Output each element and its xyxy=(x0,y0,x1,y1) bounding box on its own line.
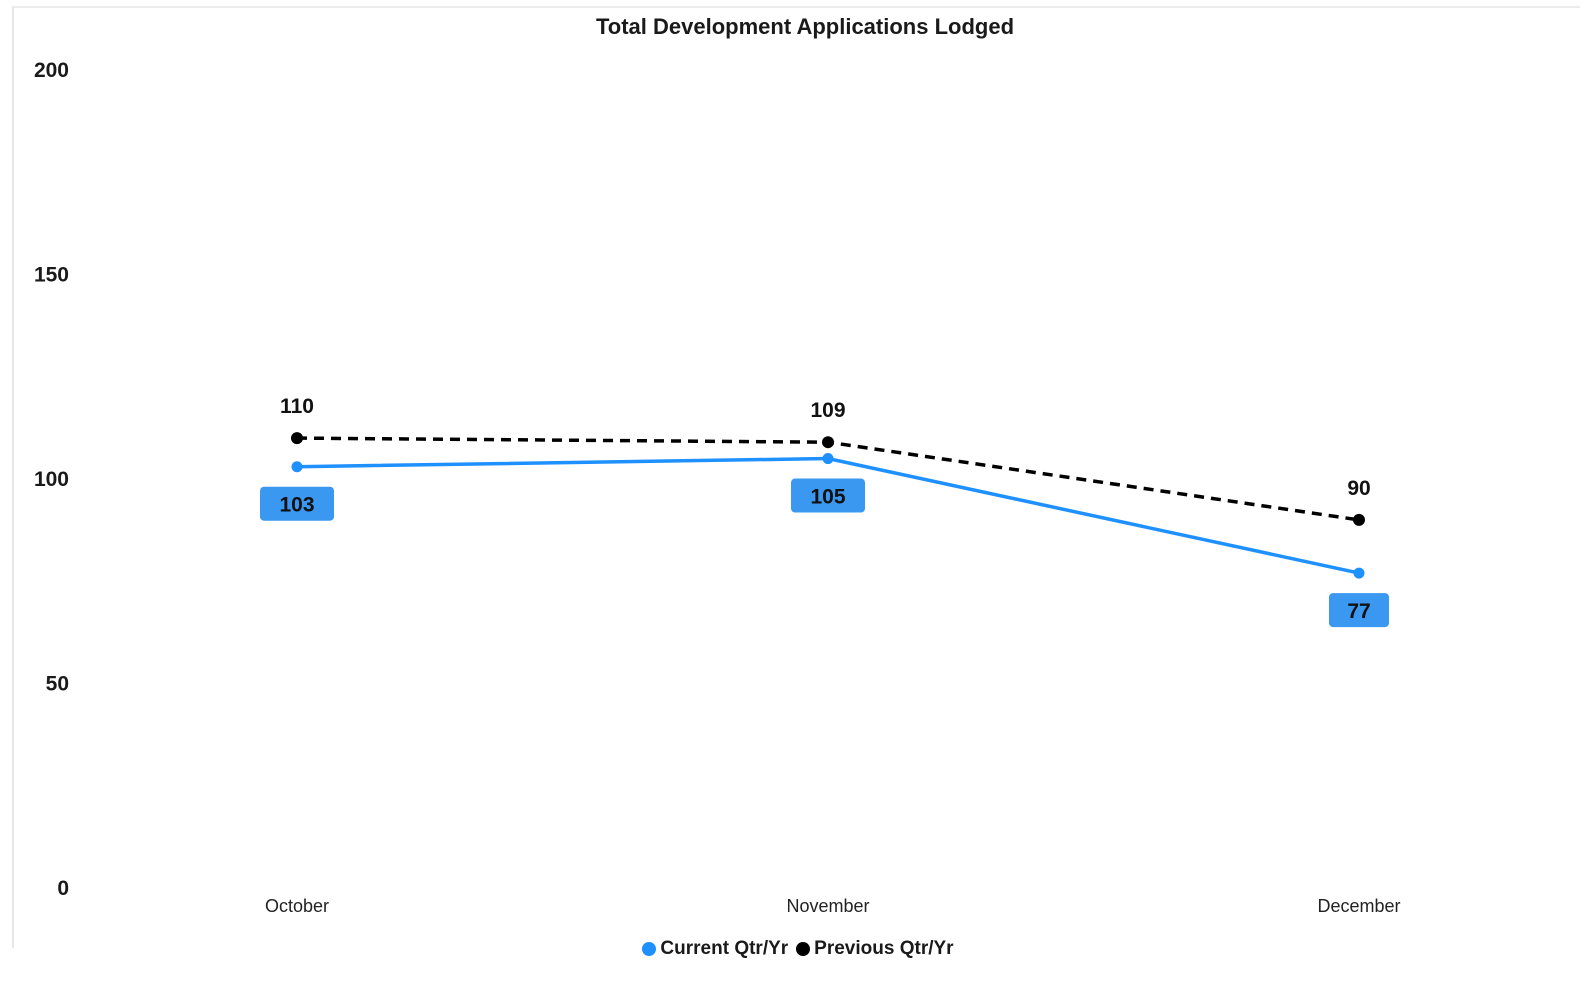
y-tick-label: 100 xyxy=(34,468,69,491)
chart-frame xyxy=(12,6,1580,948)
series-line-current xyxy=(296,456,1360,575)
data-label-previous: 90 xyxy=(1347,477,1370,500)
x-tick-label: October xyxy=(265,896,329,916)
y-tick-label: 0 xyxy=(57,877,69,900)
y-tick-label: 150 xyxy=(34,264,69,287)
legend-label: Previous Qtr/Yr xyxy=(814,938,954,959)
x-axis: October November December xyxy=(265,896,1401,916)
y-tick-label: 200 xyxy=(34,59,69,82)
legend: Current Qtr/Yr Previous Qtr/Yr xyxy=(0,938,1586,960)
data-point-previous xyxy=(822,436,834,449)
data-label-box-current xyxy=(1329,593,1389,628)
legend-swatch xyxy=(796,942,811,956)
data-label-box-current xyxy=(791,478,865,513)
legend-item: Previous Qtr/Yr xyxy=(796,938,954,960)
y-tick-label: 50 xyxy=(46,673,69,696)
data-point-current xyxy=(291,461,303,473)
data-label-current: 103 xyxy=(279,494,314,517)
data-label-current: 105 xyxy=(810,486,845,509)
data-labels: 110 109 90 103 105 77 xyxy=(260,395,1389,628)
x-tick-label: December xyxy=(1317,896,1400,916)
chart-title: Total Development Applications Lodged xyxy=(595,14,1015,39)
data-label-box-current xyxy=(260,486,334,521)
legend-label: Current Qtr/Yr xyxy=(660,938,789,959)
data-label-previous: 109 xyxy=(810,399,845,422)
data-point-current xyxy=(822,453,834,465)
data-point-previous xyxy=(291,432,303,445)
y-axis: 0 50 100 150 200 xyxy=(34,59,69,900)
legend-item: Current Qtr/Yr xyxy=(642,938,788,960)
x-tick-label: November xyxy=(786,896,869,916)
legend-swatch xyxy=(642,942,657,956)
data-point-current xyxy=(1353,567,1365,579)
data-label-previous: 110 xyxy=(280,395,314,418)
data-label-current: 77 xyxy=(1347,600,1370,623)
data-point-previous xyxy=(1353,513,1365,526)
series-points xyxy=(291,432,1365,579)
